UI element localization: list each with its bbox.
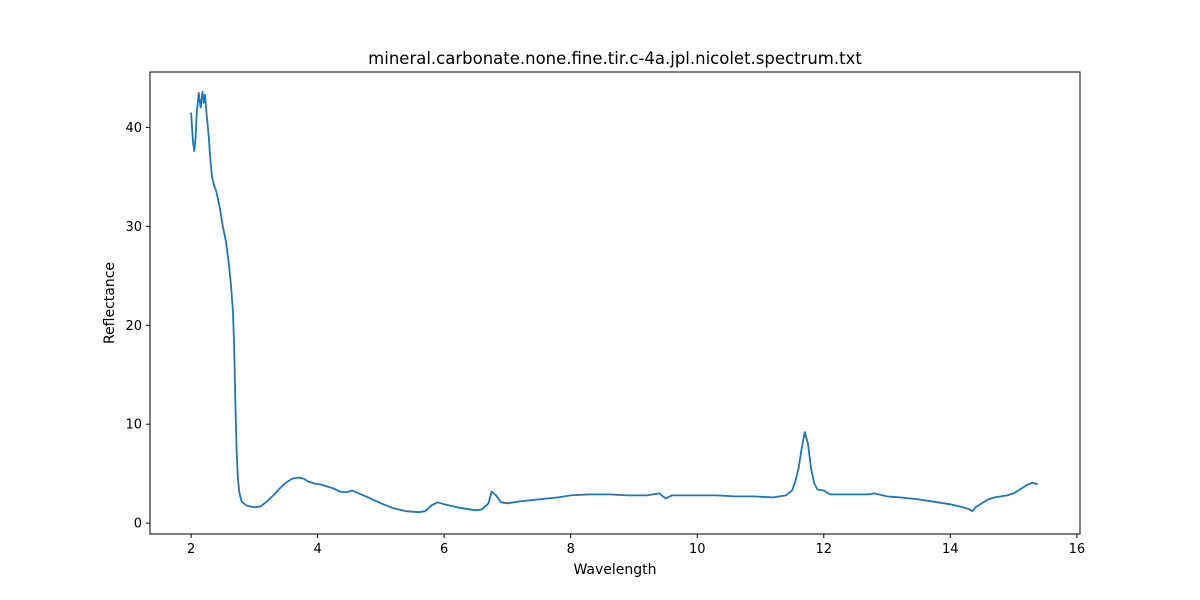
y-axis-ticks: 0 10 20 30 40 [125, 121, 150, 532]
x-axis-label: Wavelength [573, 562, 656, 578]
plot-area [190, 90, 1038, 514]
y-axis-label: Reflectance [102, 262, 118, 344]
spectrum-line [190, 90, 1038, 514]
y-tick-label: 20 [125, 319, 142, 334]
x-tick-label: 6 [440, 542, 448, 557]
y-tick-label: 30 [125, 220, 142, 235]
x-tick-label: 16 [1069, 542, 1086, 557]
y-tick-label: 0 [134, 517, 142, 532]
x-tick-label: 4 [314, 542, 322, 557]
plot-frame [149, 71, 1081, 535]
x-tick-label: 14 [942, 542, 959, 557]
x-axis-ticks: 2 4 6 8 10 12 14 16 [187, 534, 1085, 557]
y-tick-label: 10 [125, 418, 142, 433]
x-tick-label: 2 [187, 542, 195, 557]
x-tick-label: 10 [689, 542, 706, 557]
x-tick-label: 8 [567, 542, 575, 557]
chart-title: mineral.carbonate.none.fine.tir.c-4a.jpl… [368, 49, 862, 68]
y-tick-label: 40 [125, 121, 142, 136]
x-tick-label: 12 [816, 542, 833, 557]
